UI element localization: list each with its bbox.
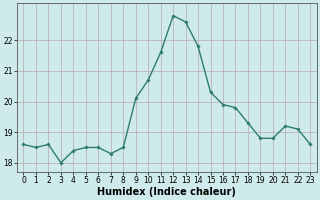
- X-axis label: Humidex (Indice chaleur): Humidex (Indice chaleur): [98, 187, 236, 197]
